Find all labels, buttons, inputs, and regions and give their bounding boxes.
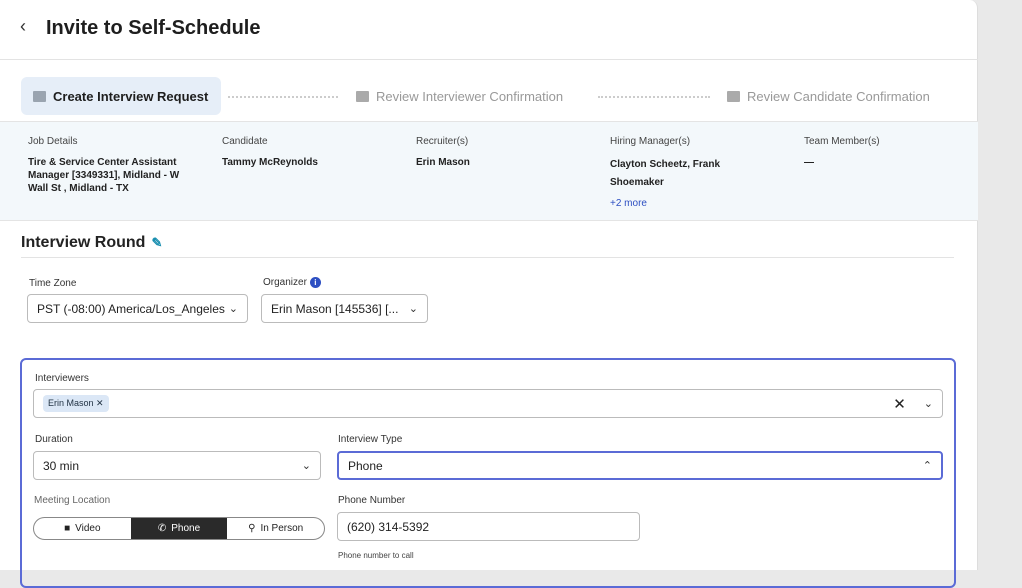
interviewers-label: Interviewers: [35, 373, 89, 384]
chevron-down-icon: ⌄: [301, 460, 311, 472]
back-icon[interactable]: ‹: [20, 16, 26, 36]
more-link[interactable]: +2 more: [610, 198, 647, 209]
phone-hint: Phone number to call: [338, 551, 414, 560]
info-icon[interactable]: i: [309, 277, 321, 288]
value: —: [804, 157, 814, 168]
meeting-location-toggle: ■ Video ✆ Phone ⚲ In Person: [33, 517, 325, 540]
step-label: Review Interviewer Confirmation: [376, 88, 564, 104]
recruiters: Recruiter(s) Erin Mason: [416, 136, 586, 169]
phone-number-label: Phone Number: [338, 495, 406, 506]
candidate: Candidate Tammy McReynolds: [222, 136, 392, 169]
interviewer-chip: Erin Mason ✕: [43, 395, 109, 412]
step-label: Create Interview Request: [53, 88, 209, 104]
label: Organizer: [263, 277, 307, 288]
chevron-down-icon: ⌄: [408, 303, 418, 315]
value: Erin Mason: [416, 157, 470, 168]
time-zone-select[interactable]: PST (-08:00) America/Los_Angeles ⌄: [27, 294, 248, 323]
interview-type-label: Interview Type: [338, 434, 403, 445]
hiring-managers: Hiring Manager(s) Clayton Scheetz, Frank …: [610, 136, 740, 209]
details-band: Job Details Tire & Service Center Assista…: [0, 121, 978, 221]
chip-label: Erin Mason: [48, 398, 94, 408]
value: PST (-08:00) America/Los_Angeles: [37, 301, 225, 316]
job-details: Job Details Tire & Service Center Assista…: [28, 136, 188, 195]
interviewers-select[interactable]: Erin Mason ✕ ✕ ⌄: [33, 389, 943, 418]
meeting-location-label: Meeting Location: [34, 495, 111, 506]
chevron-up-icon: ⌃: [922, 460, 932, 472]
team-members: Team Member(s) —: [804, 136, 974, 169]
chevron-down-icon[interactable]: ⌄: [923, 398, 933, 410]
step-connector: [228, 96, 338, 98]
label: Phone: [171, 523, 201, 534]
organizer-select[interactable]: Erin Mason [145536] [... ⌄: [261, 294, 428, 323]
step-create-interview-request[interactable]: Create Interview Request: [21, 77, 221, 115]
duration-select[interactable]: 30 min ⌄: [33, 451, 321, 480]
label: Video: [75, 523, 101, 534]
step-review-candidate[interactable]: Review Candidate Confirmation: [727, 77, 930, 115]
envelope-icon: [727, 90, 740, 102]
time-zone-label: Time Zone: [29, 278, 77, 289]
step-connector: [598, 96, 710, 98]
value: (620) 314-5392: [347, 519, 430, 534]
label: Hiring Manager(s): [610, 136, 691, 147]
round-title-text: Interview Round: [21, 234, 146, 251]
chevron-down-icon: ⌄: [228, 303, 238, 315]
envelope-icon: [356, 90, 369, 102]
map-pin-icon: ⚲: [248, 523, 256, 534]
interview-type-select[interactable]: Phone ⌃: [337, 451, 943, 480]
value: Tammy McReynolds: [222, 157, 318, 168]
option-phone[interactable]: ✆ Phone: [130, 518, 228, 539]
video-icon: ■: [64, 523, 71, 534]
phone-icon: ✆: [157, 523, 167, 534]
label: Team Member(s): [804, 136, 880, 147]
value: Tire & Service Center Assistant Manager …: [28, 157, 180, 194]
label: Recruiter(s): [416, 136, 469, 147]
divider: [21, 257, 954, 258]
duration-label: Duration: [35, 434, 73, 445]
option-video[interactable]: ■ Video: [34, 518, 131, 539]
page-title: Invite to Self-Schedule: [46, 17, 261, 39]
value: Clayton Scheetz, Frank Shoemaker: [610, 159, 721, 188]
pencil-icon[interactable]: ✎: [151, 235, 163, 250]
organizer-label: Organizer i: [263, 277, 321, 288]
label: Job Details: [28, 136, 78, 147]
round-title: Interview Round ✎: [21, 234, 162, 252]
step-label: Review Candidate Confirmation: [747, 88, 930, 104]
value: Erin Mason [145536] [...: [271, 301, 399, 316]
option-in-person[interactable]: ⚲ In Person: [227, 518, 324, 539]
label: In Person: [260, 523, 304, 534]
clear-icon[interactable]: ✕: [893, 395, 906, 413]
remove-icon[interactable]: ✕: [96, 398, 104, 408]
header: ‹ Invite to Self-Schedule: [0, 0, 978, 60]
page: ‹ Invite to Self-Schedule Create Intervi…: [0, 0, 978, 588]
value: Phone: [348, 458, 383, 473]
grid-icon: [33, 90, 46, 102]
value: 30 min: [43, 458, 80, 473]
step-review-interviewer[interactable]: Review Interviewer Confirmation: [356, 77, 563, 115]
phone-number-input[interactable]: (620) 314-5392: [337, 512, 640, 541]
label: Candidate: [222, 136, 268, 147]
